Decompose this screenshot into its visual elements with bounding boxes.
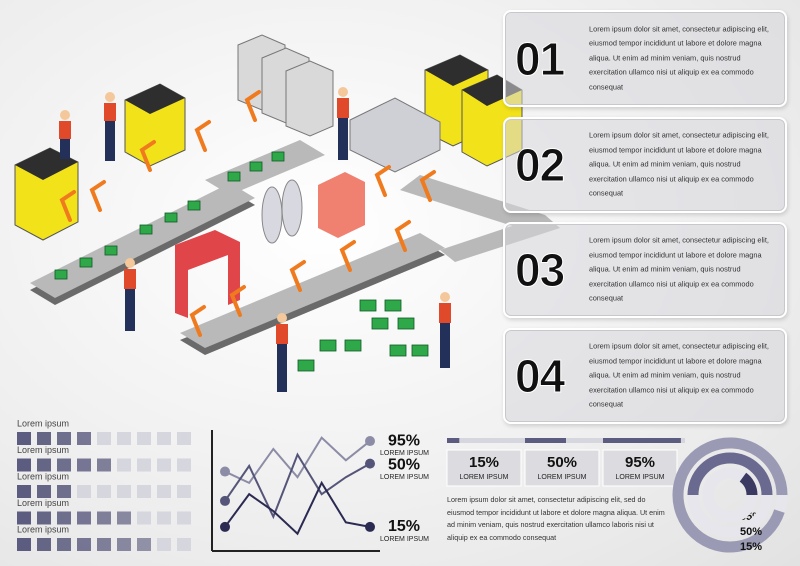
bar-value: 95% bbox=[625, 454, 655, 471]
empty-square bbox=[177, 432, 191, 445]
filled-square bbox=[57, 432, 71, 445]
line bbox=[224, 452, 371, 520]
filled-square bbox=[17, 538, 31, 551]
end-caption: LOREM IPSUM bbox=[380, 536, 429, 543]
filled-square bbox=[77, 511, 91, 525]
panel: 03 Lorem ipsum dolor sit amet, consectet… bbox=[503, 222, 787, 318]
bar bbox=[603, 438, 681, 443]
ring-arc bbox=[687, 452, 773, 496]
line-dot bbox=[220, 495, 230, 506]
filled-square bbox=[17, 485, 31, 498]
line bbox=[224, 436, 371, 485]
line-dot bbox=[220, 466, 230, 477]
panel-number: 01 bbox=[514, 32, 565, 85]
empty-square bbox=[137, 485, 151, 498]
filled-square bbox=[97, 538, 111, 551]
filled-square bbox=[77, 432, 91, 445]
empty-square bbox=[137, 511, 151, 525]
ring-arc bbox=[672, 437, 788, 553]
filled-square bbox=[97, 511, 111, 525]
filled-square bbox=[77, 538, 91, 551]
ring-label: 50% bbox=[740, 526, 762, 538]
bar bbox=[447, 438, 460, 443]
panel-number: 03 bbox=[514, 244, 565, 297]
line-dot bbox=[365, 521, 375, 532]
row-label: Lorem ipsum bbox=[17, 524, 69, 534]
filled-square bbox=[57, 458, 71, 472]
end-caption: LOREM IPSUM bbox=[380, 474, 429, 481]
bar-caption: LOREM IPSUM bbox=[459, 474, 508, 481]
empty-square bbox=[137, 432, 151, 445]
empty-square bbox=[177, 538, 191, 551]
end-label: 15% bbox=[388, 518, 420, 535]
empty-square bbox=[137, 458, 151, 472]
filled-square bbox=[37, 432, 51, 445]
row-label: Lorem ipsum bbox=[17, 445, 69, 455]
empty-square bbox=[157, 511, 171, 525]
line-dot bbox=[365, 436, 375, 447]
end-label: 95% bbox=[388, 432, 420, 449]
empty-square bbox=[97, 432, 111, 445]
panel: 01 Lorem ipsum dolor sit amet, consectet… bbox=[503, 10, 787, 107]
panel-text: Lorem ipsum dolor sit amet, consectetur … bbox=[589, 24, 769, 92]
empty-square bbox=[177, 485, 191, 498]
bar-box bbox=[446, 449, 522, 487]
row-label: Lorem ipsum bbox=[17, 498, 69, 508]
filled-square bbox=[97, 458, 111, 472]
factory-illustration bbox=[14, 34, 560, 392]
panel-number: 02 bbox=[514, 139, 565, 192]
empty-square bbox=[157, 432, 171, 445]
filled-square bbox=[17, 458, 31, 472]
paragraph: Lorem ipsum dolor sit amet, consectetur … bbox=[447, 495, 665, 542]
filled-square bbox=[137, 538, 151, 551]
filled-square bbox=[57, 485, 71, 498]
empty-square bbox=[157, 485, 171, 498]
panel-text: Lorem ipsum dolor sit amet, consectetur … bbox=[589, 235, 769, 303]
empty-square bbox=[177, 511, 191, 525]
empty-square bbox=[77, 485, 91, 498]
empty-square bbox=[117, 458, 131, 472]
filled-square bbox=[37, 458, 51, 472]
filled-square bbox=[57, 538, 71, 551]
ring-arc bbox=[739, 472, 758, 496]
line bbox=[224, 480, 371, 536]
bar-caption: LOREM IPSUM bbox=[537, 474, 586, 481]
end-label: 50% bbox=[388, 456, 420, 473]
bar bbox=[525, 438, 566, 443]
ring-label: 15% bbox=[740, 541, 762, 553]
filled-square bbox=[117, 511, 131, 525]
bar-box bbox=[524, 449, 600, 487]
filled-square bbox=[37, 485, 51, 498]
empty-square bbox=[117, 432, 131, 445]
panel-text: Lorem ipsum dolor sit amet, consectetur … bbox=[589, 341, 769, 409]
line-dot bbox=[365, 458, 375, 469]
panel: 04 Lorem ipsum dolor sit amet, consectet… bbox=[503, 328, 787, 424]
line-dot bbox=[220, 521, 230, 532]
row-label: Lorem ipsum bbox=[17, 471, 69, 481]
filled-square bbox=[17, 432, 31, 445]
filled-square bbox=[37, 511, 51, 525]
bar-track bbox=[447, 438, 529, 443]
filled-square bbox=[117, 538, 131, 551]
end-caption: LOREM IPSUM bbox=[380, 450, 429, 457]
empty-square bbox=[97, 485, 111, 498]
bar-value: 15% bbox=[469, 454, 499, 471]
filled-square bbox=[77, 458, 91, 472]
filled-square bbox=[37, 538, 51, 551]
empty-square bbox=[117, 485, 131, 498]
empty-square bbox=[177, 458, 191, 472]
panel-text: Lorem ipsum dolor sit amet, consectetur … bbox=[589, 130, 769, 198]
empty-square bbox=[157, 458, 171, 472]
panel: 02 Lorem ipsum dolor sit amet, consectet… bbox=[503, 117, 787, 213]
bar-value: 50% bbox=[547, 454, 577, 471]
filled-square bbox=[57, 511, 71, 525]
panel-number: 04 bbox=[514, 350, 565, 403]
row-label: Lorem ipsum bbox=[17, 418, 69, 428]
bar-caption: LOREM IPSUM bbox=[615, 474, 664, 481]
bar-box bbox=[602, 449, 678, 487]
filled-square bbox=[17, 511, 31, 525]
empty-square bbox=[157, 538, 171, 551]
